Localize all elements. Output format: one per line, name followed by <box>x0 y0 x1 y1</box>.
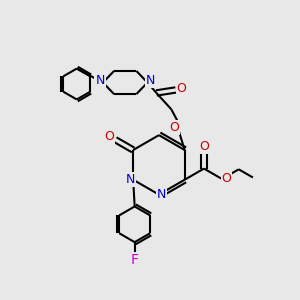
Text: O: O <box>177 82 187 95</box>
Text: N: N <box>157 188 166 201</box>
Text: O: O <box>169 121 179 134</box>
Text: N: N <box>126 173 136 186</box>
Text: F: F <box>131 253 139 267</box>
Text: N: N <box>146 74 155 87</box>
Text: O: O <box>221 172 231 185</box>
Text: O: O <box>105 130 114 143</box>
Text: O: O <box>199 140 209 153</box>
Text: N: N <box>95 74 105 87</box>
